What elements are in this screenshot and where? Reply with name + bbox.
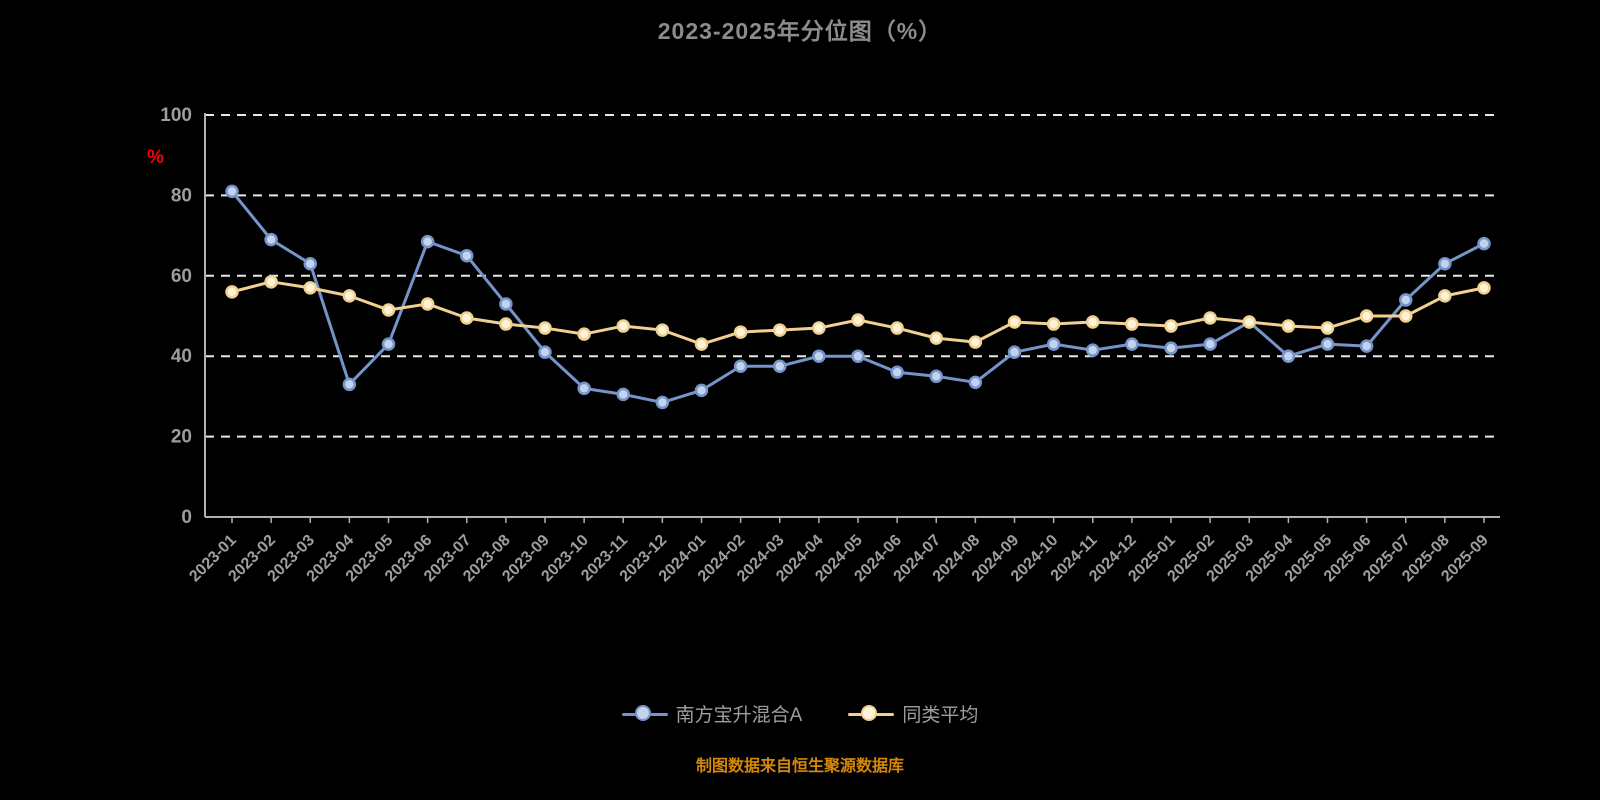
legend-item-average[interactable]: 同类平均 <box>848 700 978 727</box>
legend-item-fund[interactable]: 南方宝升混合A <box>621 700 803 727</box>
legend-label-fund: 南方宝升混合A <box>675 705 803 726</box>
source-note: 制图数据来自恒生聚源数据库 <box>695 758 904 775</box>
legend-dot-fund <box>634 704 651 721</box>
legend-dot-average <box>861 704 878 721</box>
svg-text:20: 20 <box>171 427 192 448</box>
svg-text:60: 60 <box>171 266 192 287</box>
legend-marker-average-icon <box>848 704 895 724</box>
chart-title: 2023-2025年分位图（%） <box>657 18 943 44</box>
legend: 南方宝升混合A 同类平均 <box>0 700 1600 727</box>
svg-text:40: 40 <box>171 346 192 367</box>
legend-marker-fund-icon <box>621 704 668 724</box>
svg-text:%: % <box>147 147 164 168</box>
svg-text:100: 100 <box>160 105 192 126</box>
legend-label-average: 同类平均 <box>902 705 979 726</box>
svg-text:0: 0 <box>181 507 192 528</box>
svg-text:80: 80 <box>171 185 192 206</box>
